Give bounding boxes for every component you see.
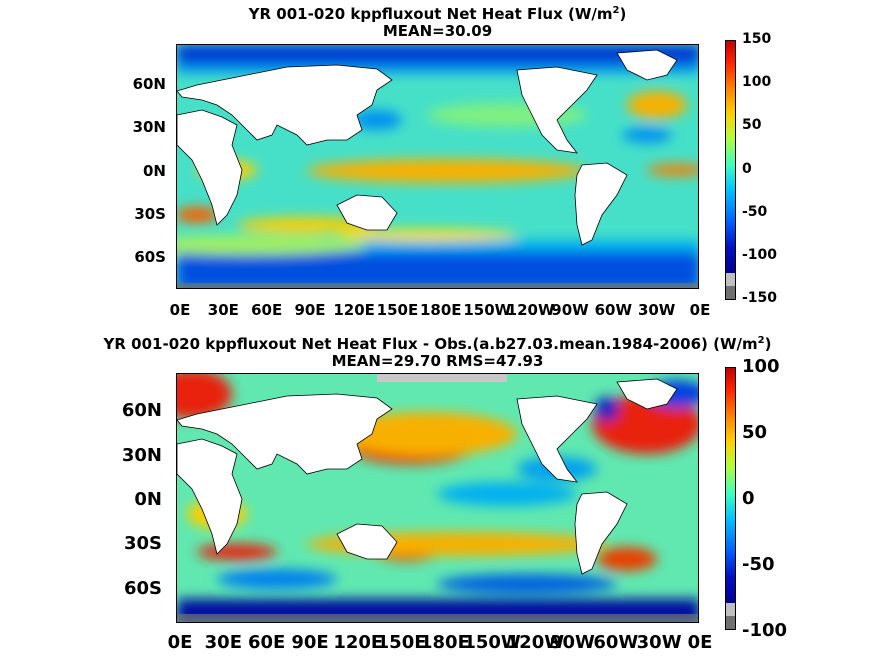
panel1-title-sup: 2 — [612, 5, 620, 16]
panel1-lat-30n: 30N — [132, 118, 166, 136]
panel2-cbar-tick: -50 — [742, 554, 775, 575]
panel1-lon-label: 60W — [594, 301, 633, 319]
panel2-lon-label: 120E — [333, 632, 384, 653]
panel2-lon-label: 90E — [291, 632, 329, 653]
panel1-map — [176, 44, 699, 289]
panel1-lat-0n: 0N — [143, 162, 166, 180]
panel2-lat-60s: 60S — [123, 578, 162, 599]
panel2-lon-label: 0E — [167, 632, 193, 653]
panel2-title-end: ) — [764, 335, 772, 353]
panel2-title-sup: 2 — [757, 335, 765, 346]
panel1-lon-label: 150E — [376, 301, 419, 319]
panel2-lon-label: 120W — [506, 632, 565, 653]
panel1-lon-label: 120W — [506, 301, 555, 319]
panel1-lon-label: 180E — [420, 301, 462, 319]
panel2-lon-label: 150W — [463, 632, 521, 653]
panel1-cbar-tick: 100 — [742, 74, 772, 90]
panel2-cbar-tick: 0 — [742, 488, 755, 509]
panel2-title-text: YR 001-020 kppfluxout Net Heat Flux - Ob… — [103, 335, 758, 353]
panel1-title-text: YR 001-020 kppfluxout Net Heat Flux (W/m — [248, 5, 613, 23]
panel1-lon-label: 30E — [207, 301, 239, 319]
panel1-cbar-tick: 150 — [742, 31, 772, 47]
panel2-lat-60n: 60N — [121, 400, 162, 421]
panel1-lon-label: 90W — [551, 301, 589, 319]
panel2-lon-label: 30W — [636, 632, 682, 653]
panel1-cbar-tick: -150 — [742, 290, 778, 306]
panel1-lon-label: 90E — [294, 301, 326, 319]
panel2-cbar-tick: 100 — [742, 356, 780, 377]
panel2-lat-0n: 0N — [134, 489, 162, 510]
panel2-cbar-tick: -100 — [742, 620, 788, 641]
panel1-lon-label: 0E — [169, 301, 191, 319]
panel1-cbar-tick: -100 — [742, 247, 778, 263]
panel2-lat-30n: 30N — [121, 445, 162, 466]
panel2-lon-label: 60W — [593, 632, 639, 653]
panel2-lon-label: 0E — [687, 632, 713, 653]
panel1-cbar-tick: -50 — [742, 204, 768, 220]
panel1-lat-60n: 60N — [132, 75, 166, 93]
panel2-lon-label: 60E — [247, 632, 286, 653]
panel2-cbar-tick: 50 — [742, 422, 768, 443]
panel1-lat-60s: 60S — [134, 248, 166, 266]
panel2-colorbar — [725, 367, 736, 630]
panel1-map-svg — [177, 45, 698, 288]
panel2-lon-label: 180E — [420, 632, 470, 653]
panel2-title: YR 001-020 kppfluxout Net Heat Flux - Ob… — [0, 332, 875, 353]
panel2-lat-30s: 30S — [123, 533, 162, 554]
panel2-mean: MEAN=29.70 RMS=47.93 — [331, 352, 544, 370]
panel2-map-svg — [177, 374, 698, 622]
panel1-lon-label: 0E — [689, 301, 711, 319]
panel2-lon-label: 30E — [204, 632, 242, 653]
panel1-lat-30s: 30S — [134, 205, 166, 223]
panel1-mean: MEAN=30.09 — [382, 22, 493, 40]
panel1-lon-label: 30W — [637, 301, 676, 319]
panel1-cbar-tick: 0 — [742, 161, 752, 177]
panel1-lon-label: 60E — [251, 301, 283, 319]
panel2-map — [176, 373, 699, 623]
panel2-lon-label: 90W — [550, 632, 595, 653]
panel1-lon-label: 150W — [463, 301, 512, 319]
panel1-title: YR 001-020 kppfluxout Net Heat Flux (W/m… — [0, 2, 875, 23]
panel1-lon-label: 120E — [333, 301, 375, 319]
panel1-cbar-tick: 50 — [742, 117, 762, 133]
panel1-colorbar — [725, 40, 736, 300]
panel2-lon-label: 150E — [376, 632, 427, 653]
panel1-title-end: ) — [619, 5, 627, 23]
